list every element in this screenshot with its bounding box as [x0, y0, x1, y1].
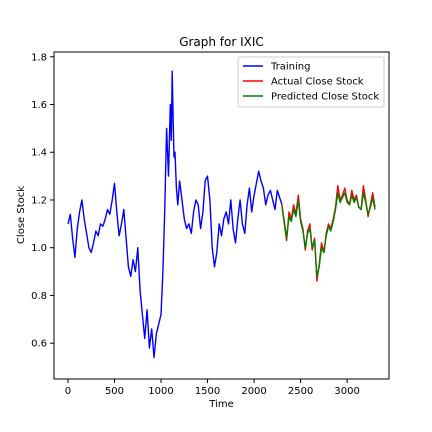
x-tick-label: 500 [105, 386, 124, 397]
x-tick-label: 2500 [288, 386, 313, 397]
x-tick-label: 2000 [241, 386, 266, 397]
y-tick-label: 0.6 [31, 339, 47, 350]
series-layer [67, 70, 376, 359]
chart-title: Graph for IXIC [179, 35, 264, 49]
legend-label: Training [270, 62, 310, 73]
y-tick-label: 1.8 [31, 52, 47, 63]
y-axis: 0.6 0.8 1.0 1.2 1.4 1.6 1.8 [31, 52, 54, 350]
y-tick-label: 1.2 [31, 195, 47, 206]
legend-label: Actual Close Stock [271, 77, 364, 88]
x-axis: 0 500 1000 1500 2000 2500 3000 [65, 379, 360, 397]
y-tick-label: 0.8 [31, 291, 47, 302]
legend-label: Predicted Close Stock [271, 92, 379, 103]
x-axis-label: Time [208, 399, 233, 410]
series-line-2 [281, 184, 376, 282]
series-line-3 [281, 192, 376, 278]
y-tick-label: 1.6 [31, 100, 47, 111]
y-tick-label: 1.4 [31, 148, 47, 159]
series-line-1 [67, 70, 283, 359]
legend-box [237, 56, 385, 108]
x-tick-label: 1500 [195, 386, 220, 397]
x-tick-label: 3000 [334, 386, 359, 397]
y-axis-label: Close Stock [16, 186, 27, 244]
legend: Training Actual Close Stock Predicted Clos… [237, 56, 385, 108]
plot-area [53, 51, 390, 380]
x-tick-label: 1000 [148, 386, 173, 397]
y-tick-label: 1.0 [31, 243, 47, 254]
x-tick-label: 0 [65, 386, 71, 397]
